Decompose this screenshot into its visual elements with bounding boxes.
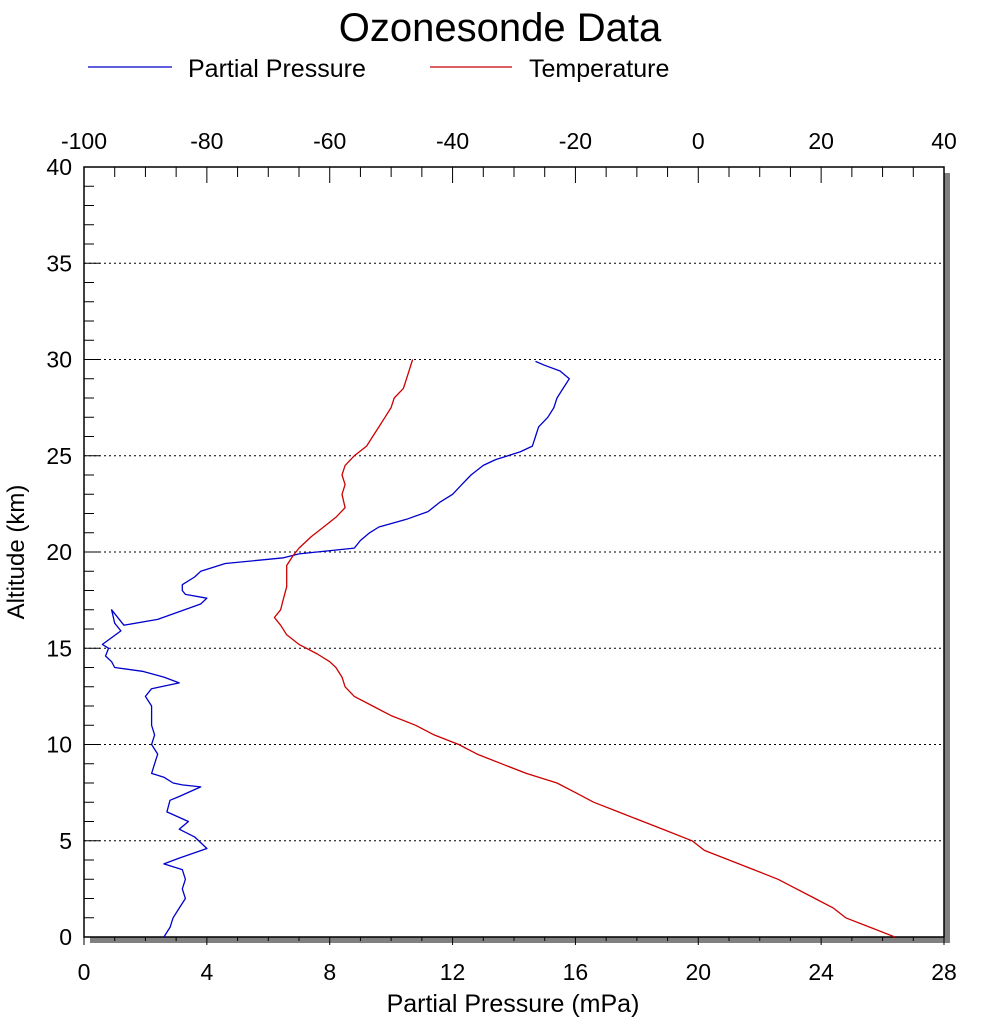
y-tick-label: 20 <box>46 539 72 565</box>
x-bottom-tick-label: 0 <box>78 959 91 985</box>
y-axis-label: Altitude (km) <box>3 485 30 620</box>
y-tick-label: 35 <box>46 250 72 276</box>
x-top-tick-label: -80 <box>190 128 223 154</box>
y-tick-label: 40 <box>46 154 72 180</box>
x-top-tick-label: 0 <box>692 128 705 154</box>
y-tick-label: 30 <box>46 347 72 373</box>
x-bottom-tick-label: 24 <box>808 959 834 985</box>
x-axis-top: -100 -80 -60 -40 -20 0 20 40 <box>61 128 957 154</box>
y-tick-label: 10 <box>46 732 72 758</box>
x-bottom-tick-label: 8 <box>323 959 336 985</box>
x-axis-bottom: 0 4 8 12 16 20 24 28 Partial Pressure (m… <box>78 959 957 1018</box>
legend-label-temperature: Temperature <box>529 55 669 83</box>
series-line-partial-pressure <box>101 360 570 938</box>
y-tick-label: 25 <box>46 443 72 469</box>
chart-title: Ozonesonde Data <box>339 6 662 50</box>
data-series <box>101 359 896 938</box>
x-top-tick-label: 20 <box>808 128 834 154</box>
gridlines <box>84 262 944 842</box>
x-top-tick-label: -60 <box>313 128 346 154</box>
x-bottom-tick-label: 12 <box>440 959 466 985</box>
x-bottom-tick-label: 28 <box>931 959 957 985</box>
x-top-tick-label: 40 <box>931 128 957 154</box>
y-tick-label: 5 <box>59 828 72 854</box>
x-top-tick-label: -40 <box>436 128 469 154</box>
y-axis: 0 5 10 15 20 25 30 35 40 Altitude (km) <box>3 154 72 950</box>
y-tick-label: 15 <box>46 635 72 661</box>
x-bottom-tick-label: 4 <box>200 959 213 985</box>
legend-label-partial-pressure: Partial Pressure <box>188 55 366 83</box>
axis-ticks <box>83 166 945 945</box>
x-bottom-tick-label: 16 <box>563 959 589 985</box>
x-top-tick-label: -100 <box>61 128 107 154</box>
x-axis-label-bottom: Partial Pressure (mPa) <box>387 990 640 1018</box>
legend: Partial Pressure Temperature <box>88 55 669 83</box>
x-top-tick-label: -20 <box>559 128 592 154</box>
series-line-temperature <box>273 359 896 938</box>
y-tick-label: 0 <box>59 924 72 950</box>
x-bottom-tick-label: 20 <box>685 959 711 985</box>
